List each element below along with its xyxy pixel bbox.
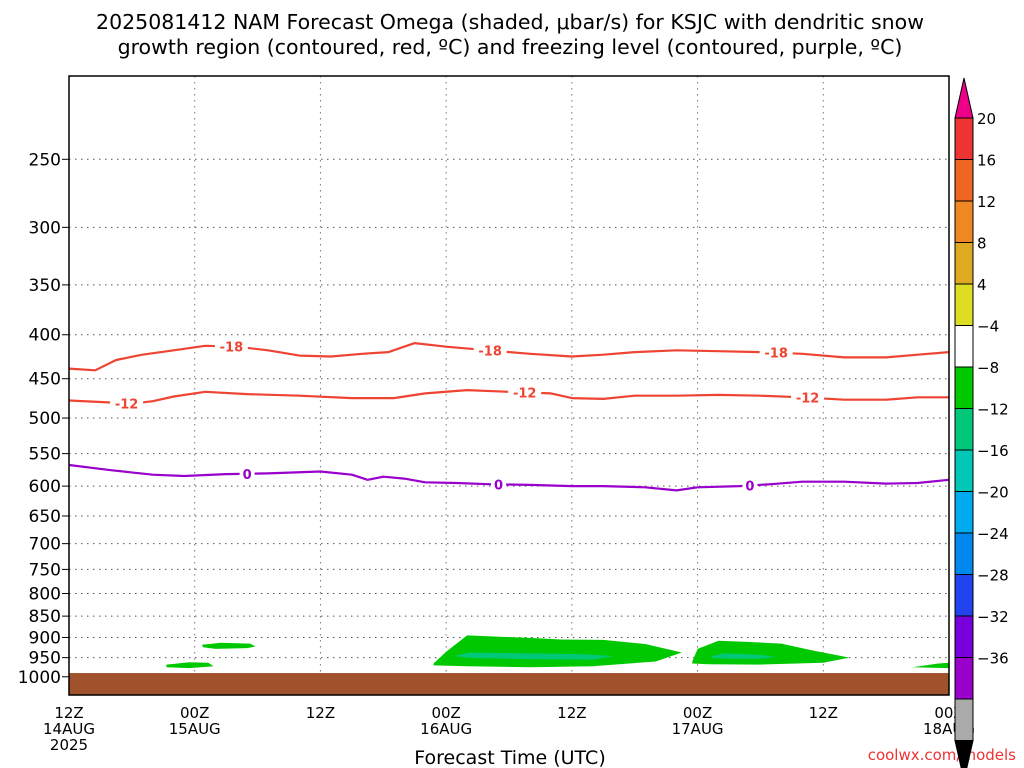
colorbar-label: 8 [977,235,987,253]
contour-label-bg [239,465,255,482]
y-tick-label: 850 [29,607,61,627]
chart-title-line2: growth region (contoured, red, ºC) and f… [118,35,903,59]
colorbar-label: 16 [977,152,996,170]
contour-label: -12 [115,397,139,412]
y-tick-label: 900 [29,628,61,648]
colorbar-segment [954,532,974,575]
y-tick-label: 1000 [18,668,61,688]
grid-lines [69,76,949,695]
y-tick-label: 650 [29,507,61,527]
colorbar-segment [954,698,974,741]
colorbar-segment [954,283,974,326]
colorbar-label: −20 [977,484,1009,502]
colorbar-label: −8 [977,359,999,377]
y-tick-label: 500 [29,409,61,429]
chart-title-line1: 2025081412 NAM Forecast Omega (shaded, μ… [96,10,924,34]
temperature-contours: -18 -18 -18 -12 -12 -12 0 0 0 [68,338,950,494]
x-tick-label: 00Z [431,704,460,722]
y-axis-pressure-labels: 2503003504004505005506006507007508008509… [18,150,69,688]
colorbar-label: −12 [977,401,1009,419]
contour-label-bg [473,342,507,359]
y-tick-label: 450 [29,370,61,390]
contour-label-bg [110,395,144,412]
x-tick-label: 12Z [54,704,83,722]
x-tick-label: 00Z [683,704,712,722]
x-tick-label: 12Z [809,704,838,722]
colorbar-segment [954,449,974,492]
contour-label: -18 [478,344,502,359]
omega-shading [166,635,949,669]
omega-region [711,653,777,659]
colorbar-segment [954,200,974,243]
x-tick-label: 15AUG [169,720,221,738]
colorbar: 20 16 12 8 4 −4 −8 −12 −16 −20 −24 −28 −32 −36 [954,77,1009,768]
colorbar-segment [954,117,974,160]
contour-label: -18 [220,341,244,356]
colorbar-segment [954,242,974,285]
colorbar-label: 12 [977,193,996,211]
contour-label: -18 [764,347,788,362]
x-tick-label: 12Z [306,704,335,722]
x-tick-label: 17AUG [672,720,724,738]
contour-label: -12 [513,386,537,401]
plot-frame [68,75,950,696]
omega-region [202,642,256,649]
omega-region [166,662,214,669]
y-tick-label: 300 [29,218,61,238]
omega-region [433,635,682,668]
contour-label-bg [491,476,507,493]
y-tick-label: 700 [29,535,61,555]
contour-label-bg [214,338,248,355]
credit-text: coolwx.com/models [868,746,1016,764]
colorbar-label: 20 [977,110,996,128]
x-tick-label: 16AUG [420,720,472,738]
colorbar-label: −36 [977,650,1009,668]
colorbar-label: −24 [977,525,1009,543]
y-tick-label: 400 [29,326,61,346]
y-tick-label: 550 [29,445,61,465]
contour-label-bg [791,389,825,406]
x-tick-label: 00Z [180,704,209,722]
colorbar-label: −4 [977,318,999,336]
contour-label-bg [759,344,793,361]
y-tick-label: 600 [29,477,61,497]
colorbar-segment [954,159,974,202]
colorbar-label: 4 [977,276,987,294]
colorbar-segment [954,325,974,368]
x-tick-label: 12Z [557,704,586,722]
colorbar-label: −28 [977,567,1009,585]
colorbar-label: −16 [977,442,1009,460]
omega-region [912,662,949,669]
colorbar-segment [954,574,974,617]
contour-label-bg [508,384,542,401]
y-tick-label: 800 [29,584,61,604]
x-tick-label: 14AUG [43,720,95,738]
omega-region [453,652,614,660]
x-tick-label: 2025 [50,736,88,754]
colorbar-label: −32 [977,608,1009,626]
colorbar-segment [954,615,974,658]
colorbar-bottom-arrow [954,740,974,768]
colorbar-segment [954,657,974,700]
x-axis-title: Forecast Time (UTC) [414,747,605,768]
y-tick-label: 950 [29,649,61,669]
contour-label: 0 [745,479,754,494]
contour-label: 0 [243,468,252,483]
contour-label: -12 [796,392,820,407]
colorbar-segment [954,408,974,451]
contour-label: 0 [494,478,503,493]
y-tick-label: 250 [29,150,61,170]
ground-surface [69,673,949,695]
colorbar-segment [954,366,974,409]
y-tick-label: 350 [29,276,61,296]
y-tick-label: 750 [29,560,61,580]
colorbar-segment [954,491,974,534]
contour-label-bg [742,477,758,494]
